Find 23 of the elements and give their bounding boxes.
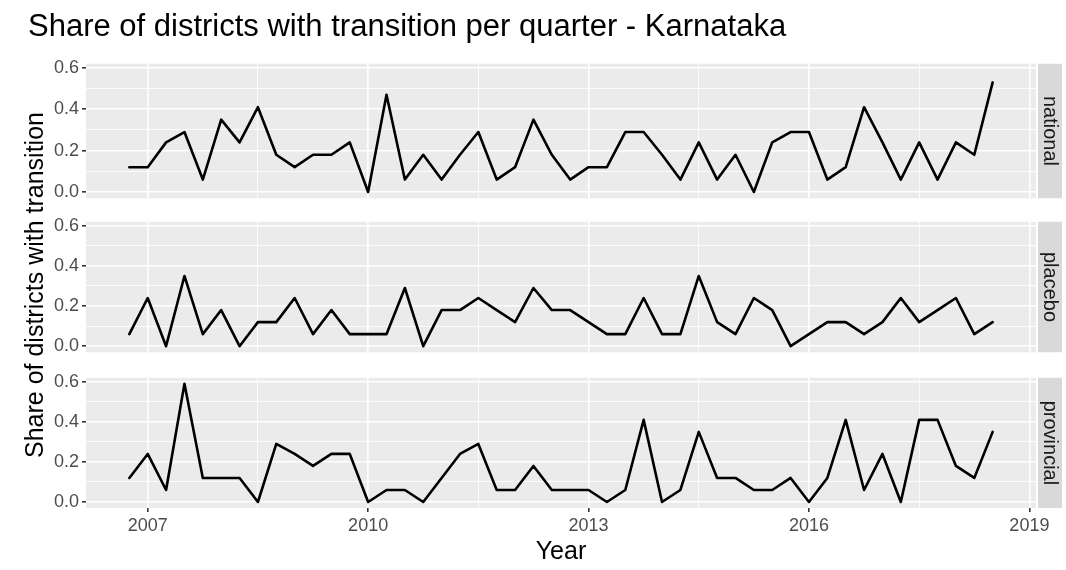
- y-tick-label: 0.4: [53, 254, 79, 275]
- text: placebo: [1040, 251, 1063, 323]
- y-axis-title: Share of districts with transition: [19, 112, 49, 458]
- y-tick-label: 0.0: [53, 335, 79, 356]
- y-tick-label: 0.6: [53, 370, 79, 391]
- text: national: [1040, 95, 1063, 167]
- y-tick-label: 0.4: [53, 98, 79, 119]
- x-axis-title: Year: [535, 536, 587, 565]
- x-tick-label: 2007: [127, 514, 168, 535]
- x-tick-label: 2016: [788, 514, 829, 535]
- y-tick-label: 0.2: [53, 450, 79, 471]
- text: provincial: [1040, 400, 1063, 486]
- y-tick-label: 0.6: [53, 214, 79, 235]
- y-tick-label: 0.0: [53, 180, 79, 201]
- chart-title: Share of districts with transition per quarter - Karnataka: [28, 8, 787, 44]
- y-tick-label: 0.2: [53, 295, 79, 316]
- y-tick-label: 0.0: [53, 490, 79, 511]
- x-tick-label: 2010: [348, 514, 389, 535]
- y-tick-label: 0.2: [53, 139, 79, 160]
- x-tick-label: 2019: [1009, 514, 1050, 535]
- x-tick-label: 2013: [568, 514, 609, 535]
- y-tick-label: 0.4: [53, 410, 79, 431]
- y-tick-label: 0.6: [53, 56, 79, 77]
